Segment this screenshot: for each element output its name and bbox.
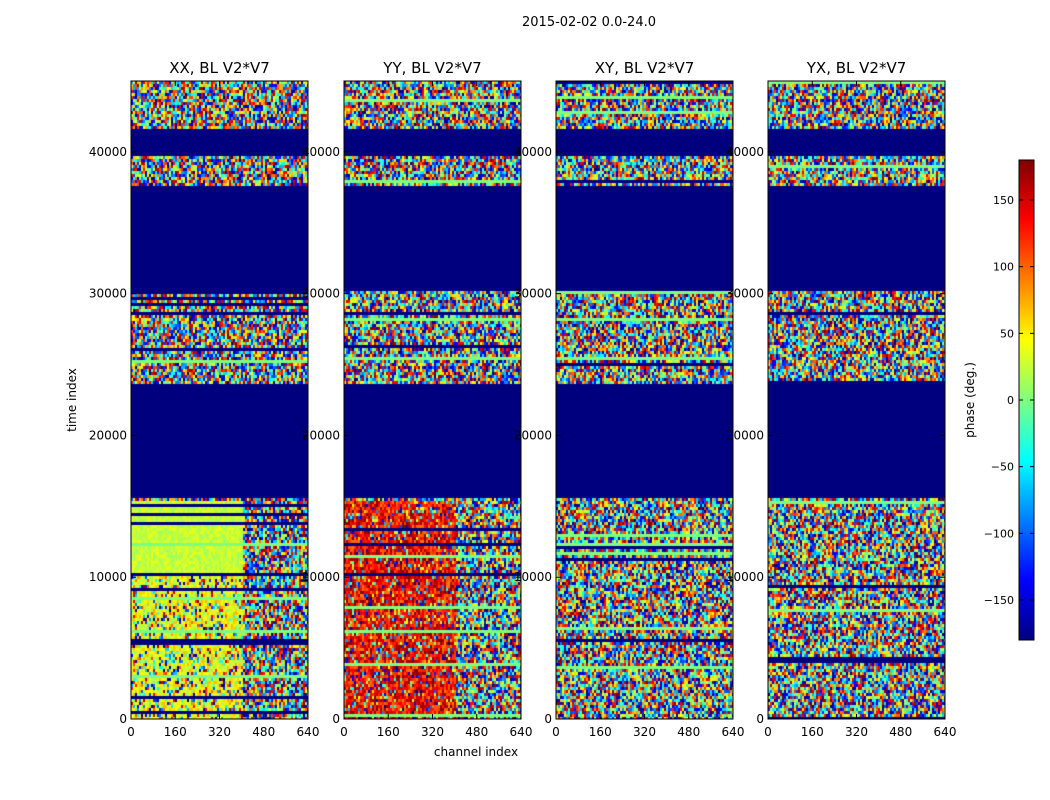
y-tick-label: 20000: [514, 428, 552, 442]
heatmap-panels: XX, BL V2*V7 0 160 320 480 640 0 10000 20000 3000…: [89, 59, 957, 739]
colorbar-ticks: 150 100 50 0 −50 −100 −150: [984, 194, 1034, 607]
y-tick-label: 20000: [726, 428, 764, 442]
x-tick-label: 160: [377, 725, 400, 739]
y-tick-label: 0: [756, 712, 764, 726]
colorbar-tick-label: 0: [1007, 394, 1014, 407]
figure-suptitle: 2015-02-02 0.0-24.0: [522, 15, 656, 30]
heatmap-canvas: [344, 81, 521, 719]
colorbar-tick-label: 50: [1000, 327, 1014, 340]
heatmap-canvas: [768, 81, 945, 719]
y-tick-label: 30000: [89, 287, 127, 301]
y-tick-label: 10000: [514, 570, 552, 584]
heatmap-panel: YY, BL V2*V7 0 160 320 480 640 0 10000 20000 3000…: [302, 59, 533, 739]
y-tick-label: 0: [544, 712, 552, 726]
x-tick-label: 320: [208, 725, 231, 739]
panel-title: YX, BL V2*V7: [806, 59, 907, 77]
heatmap-canvas: [556, 81, 733, 719]
x-tick-label: 480: [677, 725, 700, 739]
y-tick-label: 10000: [302, 570, 340, 584]
y-tick-label: 30000: [514, 287, 552, 301]
x-tick-label: 320: [633, 725, 656, 739]
y-tick-label: 10000: [89, 570, 127, 584]
y-tick-label: 0: [119, 712, 127, 726]
y-tick-label: 20000: [302, 428, 340, 442]
heatmap-raster: [556, 81, 733, 719]
colorbar: 150 100 50 0 −50 −100 −150 phase (deg.): [963, 159, 1035, 641]
heatmap-panel: XY, BL V2*V7 0 160 320 480 640 0 10000 20000 3000…: [514, 59, 745, 739]
heatmap-raster: [131, 81, 308, 719]
panel-title: XY, BL V2*V7: [595, 59, 695, 77]
x-tick-label: 480: [252, 725, 275, 739]
x-tick-label: 160: [589, 725, 612, 739]
y-tick-label: 10000: [726, 570, 764, 584]
x-tick-label: 160: [801, 725, 824, 739]
x-axis-label: channel index: [434, 745, 518, 759]
x-tick-label: 640: [510, 725, 533, 739]
panel-title: XX, BL V2*V7: [169, 59, 270, 77]
panel-title: YY, BL V2*V7: [382, 59, 481, 77]
colorbar-tick-label: −150: [984, 594, 1014, 607]
x-tick-label: 640: [934, 725, 957, 739]
heatmap-raster: [344, 81, 521, 719]
colorbar-tick-label: −50: [991, 461, 1014, 474]
x-tick-label: 320: [845, 725, 868, 739]
x-tick-label: 0: [127, 725, 135, 739]
colorbar-tick-label: 100: [993, 261, 1014, 274]
x-tick-label: 0: [340, 725, 348, 739]
x-tick-label: 480: [889, 725, 912, 739]
y-tick-label: 20000: [89, 428, 127, 442]
x-tick-label: 160: [164, 725, 187, 739]
y-tick-label: 40000: [726, 145, 764, 159]
heatmap-panel: XX, BL V2*V7 0 160 320 480 640 0 10000 20000 3000…: [89, 59, 320, 739]
heatmap-raster: [768, 81, 945, 719]
y-tick-label: 0: [332, 712, 340, 726]
colorbar-tick-label: −100: [984, 527, 1014, 540]
colorbar-tick-label: 150: [993, 194, 1014, 207]
y-tick-label: 40000: [514, 145, 552, 159]
colorbar-label: phase (deg.): [963, 362, 977, 438]
x-tick-label: 640: [297, 725, 320, 739]
x-tick-label: 0: [764, 725, 772, 739]
x-tick-label: 480: [465, 725, 488, 739]
heatmap-canvas: [131, 81, 308, 719]
heatmap-panel: YX, BL V2*V7 0 160 320 480 640 0 10000 20000 3000…: [726, 59, 957, 739]
y-tick-label: 40000: [302, 145, 340, 159]
y-axis-label: time index: [65, 368, 79, 432]
y-tick-label: 30000: [302, 287, 340, 301]
x-tick-label: 0: [552, 725, 560, 739]
y-tick-label: 30000: [726, 287, 764, 301]
x-tick-label: 320: [421, 725, 444, 739]
y-tick-label: 40000: [89, 145, 127, 159]
x-tick-label: 640: [722, 725, 745, 739]
